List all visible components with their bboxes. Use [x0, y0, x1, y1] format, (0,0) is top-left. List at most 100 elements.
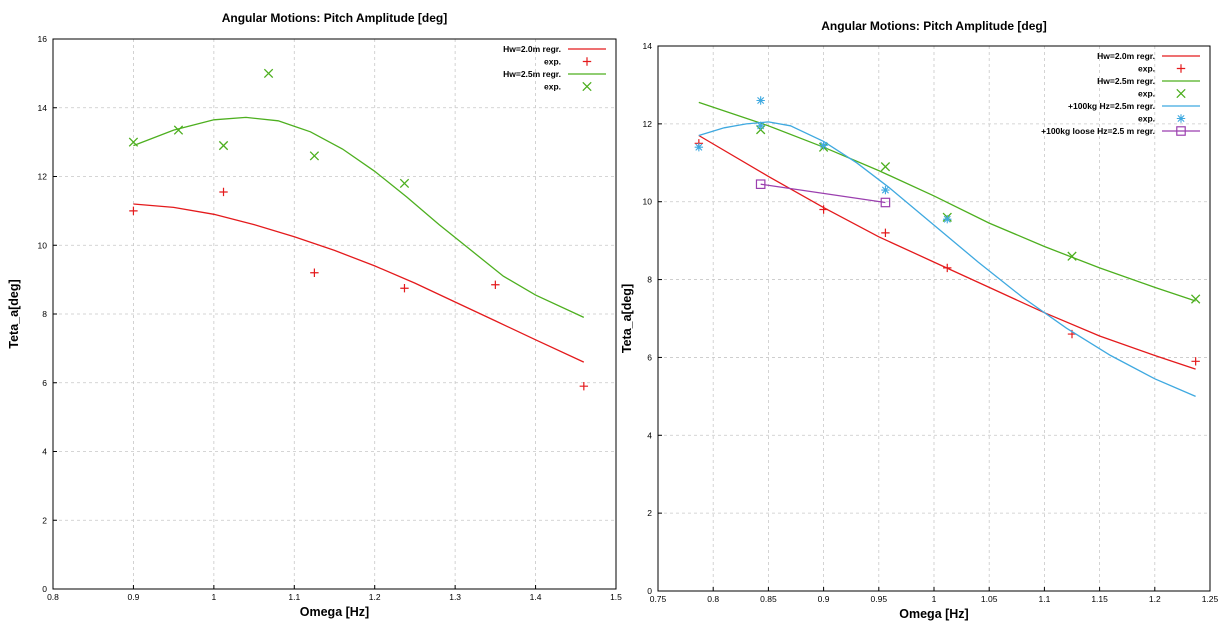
series-6: [694, 96, 952, 224]
x-axis-label: Omega [Hz]: [899, 607, 968, 621]
data-point: [943, 263, 952, 273]
x-tick-label: 1.1: [288, 592, 300, 602]
series-4: [128, 68, 410, 189]
y-axis-label: Teta_a[deg]: [620, 284, 634, 353]
legend-marker-sample: [1176, 64, 1186, 73]
x-axis-label: Omega [Hz]: [300, 605, 369, 619]
y-tick-label: 12: [643, 119, 653, 129]
data-point: [881, 185, 890, 195]
legend-label: Hw=2.0m regr.: [503, 44, 561, 54]
y-tick-label: 2: [647, 508, 652, 518]
data-point: [756, 96, 765, 105]
data-point: [943, 215, 952, 224]
x-tick-label: 0.95: [871, 594, 888, 604]
legend-label: exp.: [1138, 114, 1155, 124]
series-group: [128, 68, 589, 391]
series-1: [698, 134, 1196, 370]
data-point: [219, 187, 228, 197]
legend-entry: exp.: [1138, 88, 1186, 99]
y-tick-label: 8: [647, 275, 652, 285]
series-2: [694, 139, 1200, 366]
legend-label: exp.: [1138, 89, 1155, 99]
y-tick-label: 14: [38, 103, 48, 113]
data-point: [819, 205, 828, 214]
data-point: [881, 228, 890, 238]
data-point: [756, 121, 765, 131]
data-point: [694, 143, 704, 152]
x-tick-label: 1.4: [530, 592, 542, 602]
legend-entry: +100kg loose Hz=2.5 m regr.: [1041, 126, 1200, 136]
series-1: [133, 203, 585, 363]
grid: [53, 39, 616, 589]
chart-1: 0.8 0.9 1 1.1 1.2 1.3 1.4 1.5 0 2 4 6 8 10 12 14 16 Angul…: [7, 11, 622, 619]
x-tick-label: 1.1: [1038, 594, 1050, 604]
legend-entry: Hw=2.5m regr.: [1097, 76, 1200, 86]
legend-entry: exp.: [544, 82, 592, 92]
legend-marker-sample: [1176, 126, 1186, 136]
x-tick-label: 0.75: [650, 594, 667, 604]
series-line: [698, 121, 1196, 397]
plot-frame: [657, 45, 1211, 592]
legend: Hw=2.0m regr. exp. Hw=2.5m regr. exp.: [503, 44, 606, 92]
series-7: [755, 179, 891, 208]
series-line: [760, 183, 886, 204]
y-tick-label: 6: [647, 352, 652, 362]
legend-label: exp.: [1138, 64, 1155, 74]
series-4: [756, 125, 1201, 304]
data-point: [173, 125, 184, 135]
data-point: [491, 280, 500, 289]
x-tick-label: 0.8: [707, 594, 719, 604]
series-line: [133, 203, 585, 363]
y-tick-label: 4: [647, 430, 652, 440]
data-point: [880, 162, 891, 172]
series-5: [698, 121, 1196, 397]
y-tick-label: 10: [643, 197, 653, 207]
series-group: [694, 96, 1201, 397]
x-tick-label: 1.25: [1202, 594, 1219, 604]
data-point: [263, 68, 274, 79]
legend-entry: Hw=2.0m regr.: [503, 44, 606, 54]
x-tick-label: 1.2: [1149, 594, 1161, 604]
y-tick-label: 6: [42, 378, 47, 388]
legend-marker-sample: [1176, 88, 1186, 99]
series-line: [133, 116, 585, 318]
x-tick-label: 1.2: [369, 592, 381, 602]
legend-marker-sample: [1176, 114, 1186, 123]
chart-title: Angular Motions: Pitch Amplitude [deg]: [821, 19, 1047, 33]
legend-label: +100kg Hz=2.5m regr.: [1068, 101, 1155, 111]
data-point: [1191, 357, 1200, 366]
x-tick-label: 1: [932, 594, 937, 604]
x-tick-label: 1.15: [1091, 594, 1108, 604]
chart-title: Angular Motions: Pitch Amplitude [deg]: [222, 11, 448, 25]
legend-label: exp.: [544, 57, 561, 67]
y-tick-label: 2: [42, 515, 47, 525]
y-tick-label: 14: [643, 41, 653, 51]
x-tick-label: 1: [211, 592, 216, 602]
data-point: [399, 178, 410, 189]
x-tick-label: 0.8: [47, 592, 59, 602]
legend-entry: exp.: [1138, 114, 1186, 124]
y-tick-label: 4: [42, 447, 47, 457]
legend: Hw=2.0m regr. exp. Hw=2.5m regr. exp. +100kg…: [1041, 51, 1200, 136]
legend-entry: exp.: [1138, 64, 1186, 74]
y-tick-label: 10: [38, 240, 48, 250]
x-tick-label: 0.85: [760, 594, 777, 604]
data-point: [310, 268, 319, 277]
data-point: [128, 137, 139, 147]
data-point: [819, 141, 828, 150]
series-3: [698, 101, 1196, 302]
data-point: [755, 179, 766, 189]
series-3: [133, 116, 585, 318]
series-2: [129, 187, 589, 391]
legend-label: Hw=2.5m regr.: [503, 69, 561, 79]
data-point: [1190, 294, 1201, 304]
data-point: [218, 140, 229, 151]
legend-label: exp.: [544, 82, 561, 92]
x-tick-label: 1.3: [449, 592, 461, 602]
x-tick-label: 0.9: [818, 594, 830, 604]
legend-entry: Hw=2.5m regr.: [503, 69, 606, 79]
data-point: [400, 284, 409, 293]
y-axis-label: Teta_a[deg]: [7, 279, 21, 348]
data-point: [579, 381, 589, 391]
y-tick-label: 0: [647, 586, 652, 596]
